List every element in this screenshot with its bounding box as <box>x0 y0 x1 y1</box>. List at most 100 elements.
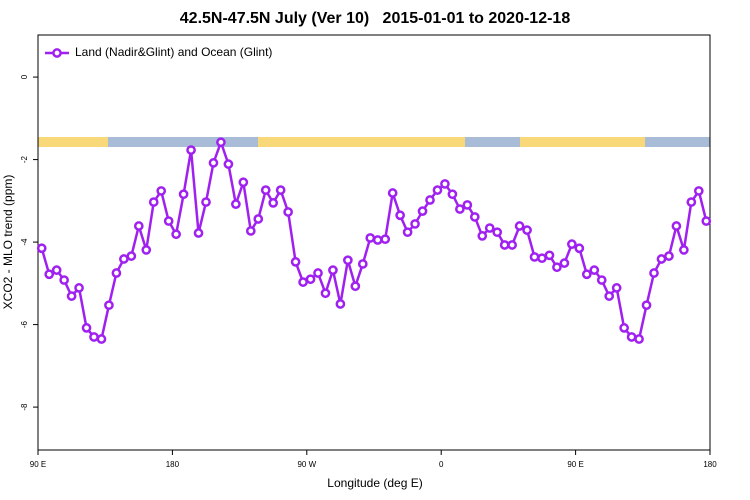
y-tick-label: -4 <box>20 238 29 246</box>
x-tick-label: 0 <box>439 460 444 469</box>
data-point <box>649 268 659 278</box>
data-point <box>178 189 189 200</box>
data-point <box>104 300 114 311</box>
data-point <box>208 158 219 168</box>
y-tick-label: 0 <box>20 74 29 79</box>
data-point <box>36 243 47 254</box>
data-point <box>701 216 712 226</box>
data-point <box>581 269 592 280</box>
data-point <box>567 239 577 250</box>
data-point <box>119 254 129 264</box>
data-point <box>59 275 69 285</box>
data-point <box>432 185 443 195</box>
y-tick-label: -6 <box>20 320 29 328</box>
data-point <box>574 243 585 254</box>
data-point <box>529 252 540 262</box>
data-point <box>499 240 510 250</box>
data-point <box>343 255 353 266</box>
data-point <box>268 198 279 208</box>
legend-label: Land (Nadir&Glint) and Ocean (Glint) <box>75 45 272 59</box>
data-point <box>462 200 473 210</box>
data-point <box>365 233 376 243</box>
data-point <box>253 214 264 224</box>
data-point <box>372 235 383 245</box>
data-point <box>193 228 204 238</box>
data-point <box>328 265 338 275</box>
data-point <box>410 219 420 229</box>
y-tick-label: -2 <box>20 155 29 163</box>
data-point <box>380 234 391 245</box>
data-point <box>596 275 607 285</box>
data-point <box>350 281 361 292</box>
data-point <box>111 268 122 278</box>
data-point <box>313 268 323 278</box>
data-point <box>216 137 226 148</box>
x-tick-label: 180 <box>166 460 180 469</box>
data-point <box>611 283 622 293</box>
data-point <box>447 189 458 200</box>
data-point <box>186 145 196 155</box>
data-point <box>96 334 107 344</box>
data-point <box>522 225 532 235</box>
x-axis-label: Longitude (deg E) <box>327 476 422 490</box>
data-point <box>141 245 152 255</box>
x-tick-label: 90 E <box>30 460 46 469</box>
data-point <box>693 186 704 196</box>
y-axis-label: XCO2 - MLO trend (ppm) <box>1 175 15 310</box>
data-point <box>305 274 316 285</box>
data-point <box>387 188 398 198</box>
data-point <box>626 332 637 342</box>
data-point <box>51 265 62 275</box>
data-point <box>66 291 77 301</box>
chart-title: 42.5N-47.5N July (Ver 10) 2015-01-01 to … <box>180 10 571 27</box>
data-point <box>260 185 271 195</box>
data-point <box>402 227 413 238</box>
data-point <box>634 334 644 344</box>
data-point <box>552 262 562 273</box>
data-point <box>686 197 697 207</box>
data-point <box>641 300 652 311</box>
x-tick-label: 90 E <box>567 460 583 469</box>
data-point <box>298 277 308 287</box>
data-point <box>544 250 555 261</box>
data-point <box>231 199 241 209</box>
data-point <box>656 254 667 264</box>
data-point <box>245 226 256 236</box>
y-tick-label: -8 <box>20 403 29 411</box>
legend-marker <box>52 48 62 58</box>
data-point <box>81 323 92 333</box>
data-point <box>619 323 629 333</box>
data-point <box>156 186 167 196</box>
data-point <box>133 221 144 231</box>
data-point <box>275 185 286 195</box>
data-point <box>126 251 137 261</box>
data-point <box>664 251 674 261</box>
data-point <box>223 159 234 169</box>
data-point <box>514 221 525 231</box>
data-point <box>671 221 682 231</box>
data-point <box>425 195 435 205</box>
data-point <box>679 245 689 255</box>
data-point <box>395 210 405 221</box>
data-point <box>559 258 570 268</box>
data-point <box>469 212 480 222</box>
data-point <box>477 231 488 241</box>
data-point <box>537 253 547 264</box>
land-ocean-strip <box>38 137 710 147</box>
data-point <box>589 265 600 275</box>
data-point <box>201 197 211 207</box>
data-point <box>163 216 174 226</box>
data-point <box>484 223 495 233</box>
data-point <box>604 291 615 301</box>
data-point <box>89 332 99 342</box>
data-point <box>74 283 84 293</box>
data-point <box>44 269 55 280</box>
data-point <box>171 229 181 240</box>
data-point <box>357 259 368 269</box>
data-point <box>455 204 465 214</box>
data-point <box>335 299 346 309</box>
data-point <box>492 227 503 238</box>
data-point <box>283 207 293 217</box>
x-tick-label: 180 <box>703 460 717 469</box>
